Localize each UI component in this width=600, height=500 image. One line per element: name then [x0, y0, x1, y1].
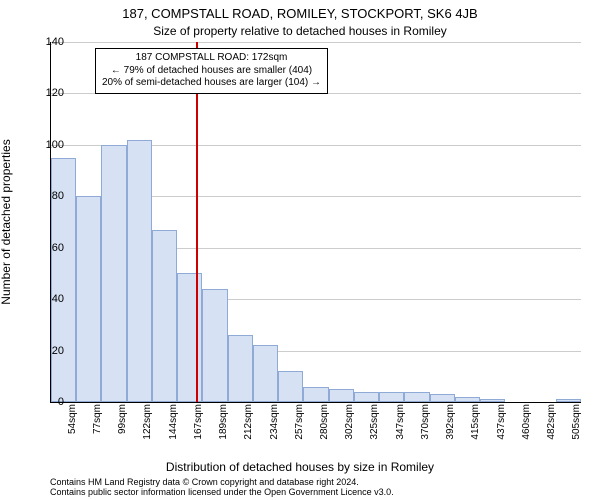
- footer-attribution: Contains HM Land Registry data © Crown c…: [50, 478, 394, 498]
- x-tick-label: 347sqm: [395, 404, 406, 440]
- x-tick-label: 257sqm: [294, 404, 305, 440]
- plot-area: 187 COMPSTALL ROAD: 172sqm← 79% of detac…: [50, 42, 581, 403]
- x-tick-label: 302sqm: [344, 404, 355, 440]
- x-tick-label: 392sqm: [445, 404, 456, 440]
- bar: [278, 371, 303, 402]
- bar: [480, 399, 505, 402]
- x-tick-label: 144sqm: [168, 404, 179, 440]
- y-tick-label: 60: [34, 242, 64, 254]
- x-tick-label: 122sqm: [142, 404, 153, 440]
- x-tick-label: 505sqm: [571, 404, 582, 440]
- x-tick-label: 99sqm: [117, 404, 128, 434]
- y-tick-label: 120: [34, 87, 64, 99]
- gridline: [51, 93, 581, 94]
- marker-line: [196, 42, 198, 402]
- bar: [76, 196, 101, 402]
- bar: [430, 394, 455, 402]
- chart-title: 187, COMPSTALL ROAD, ROMILEY, STOCKPORT,…: [0, 6, 600, 21]
- annotation-box: 187 COMPSTALL ROAD: 172sqm← 79% of detac…: [95, 48, 328, 94]
- x-tick-label: 325sqm: [369, 404, 380, 440]
- x-tick-label: 280sqm: [319, 404, 330, 440]
- x-tick-label: 189sqm: [218, 404, 229, 440]
- bar: [303, 387, 328, 402]
- bar: [152, 230, 177, 402]
- bar: [354, 392, 379, 402]
- x-tick-label: 234sqm: [269, 404, 280, 440]
- x-tick-label: 460sqm: [521, 404, 532, 440]
- bar: [404, 392, 429, 402]
- x-axis-label: Distribution of detached houses by size …: [0, 460, 600, 474]
- x-tick-label: 370sqm: [420, 404, 431, 440]
- x-tick-label: 415sqm: [470, 404, 481, 440]
- bar: [253, 345, 278, 402]
- y-tick-label: 40: [34, 293, 64, 305]
- bar: [455, 397, 480, 402]
- bar: [379, 392, 404, 402]
- y-tick-label: 80: [34, 190, 64, 202]
- bar: [101, 145, 126, 402]
- x-tick-label: 167sqm: [193, 404, 204, 440]
- y-tick-label: 100: [34, 139, 64, 151]
- bar: [228, 335, 253, 402]
- annotation-line3: 20% of semi-detached houses are larger (…: [102, 77, 321, 90]
- bar: [202, 289, 227, 402]
- footer-line-2: Contains public sector information licen…: [50, 488, 394, 498]
- y-axis-label: Number of detached properties: [0, 139, 13, 304]
- x-tick-label: 54sqm: [67, 404, 78, 434]
- annotation-line2: ← 79% of detached houses are smaller (40…: [102, 65, 321, 78]
- gridline: [51, 42, 581, 43]
- y-tick-label: 140: [34, 36, 64, 48]
- x-tick-label: 482sqm: [546, 404, 557, 440]
- x-tick-label: 212sqm: [243, 404, 254, 440]
- bar: [127, 140, 152, 402]
- x-tick-label: 77sqm: [92, 404, 103, 434]
- y-tick-label: 20: [34, 345, 64, 357]
- x-tick-label: 437sqm: [496, 404, 507, 440]
- bar: [329, 389, 354, 402]
- bar: [177, 273, 202, 402]
- bar: [556, 399, 581, 402]
- property-size-chart: 187, COMPSTALL ROAD, ROMILEY, STOCKPORT,…: [0, 0, 600, 500]
- chart-subtitle: Size of property relative to detached ho…: [0, 24, 600, 38]
- y-tick-label: 0: [34, 396, 64, 408]
- annotation-line1: 187 COMPSTALL ROAD: 172sqm: [102, 52, 321, 65]
